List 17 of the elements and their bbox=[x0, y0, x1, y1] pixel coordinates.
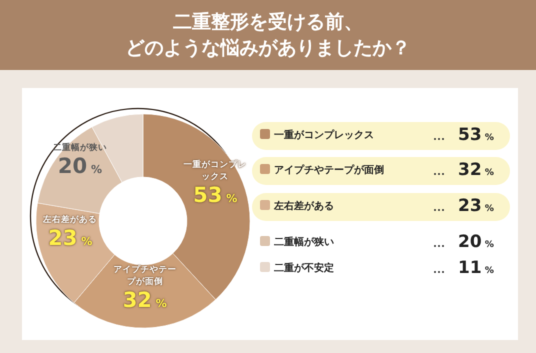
data-label: 11 % bbox=[458, 258, 494, 278]
text: 23 % bbox=[458, 196, 494, 216]
text: 20 % bbox=[458, 232, 494, 252]
legend-label: 二重幅が狭い bbox=[273, 236, 334, 249]
text: 32 % bbox=[458, 160, 494, 180]
chart-title: 二重整形を受ける前、どのような悩みがありましたか？ bbox=[124, 10, 412, 61]
slice-label: 左右差がある bbox=[42, 214, 98, 226]
data-label: 20 % bbox=[58, 154, 102, 178]
text: 53 % bbox=[458, 125, 494, 145]
legend-label: アイプチやテープが面倒 bbox=[273, 163, 384, 177]
legend-label: 一重がコンプレックス bbox=[273, 128, 374, 142]
legend-label: 左右差がある bbox=[272, 200, 334, 213]
data-label: 32 % bbox=[122, 288, 167, 312]
legend-label: 二重が不安定 bbox=[273, 261, 334, 275]
data-label: 23 % bbox=[48, 226, 92, 250]
slice-label: アイプチやテープが面倒 bbox=[112, 264, 178, 288]
data-label: 53 % bbox=[193, 182, 238, 207]
